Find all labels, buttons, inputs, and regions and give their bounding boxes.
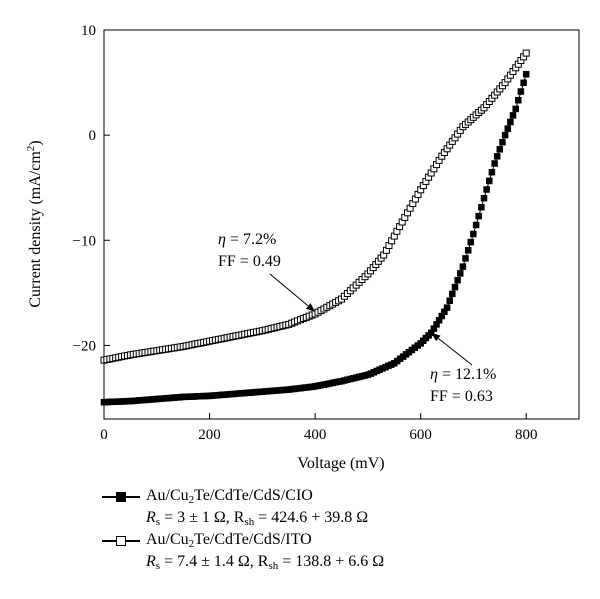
legend-entry-cio: Au/Cu2Te/CdTe/CdS/CIO [100, 486, 580, 508]
x-tick-label: 400 [304, 427, 327, 443]
data-point [464, 247, 472, 254]
data-point [520, 79, 527, 87]
legend-params-cio: Rs = 3 ± 1 Ω, Rsh = 424.6 + 39.8 Ω [146, 509, 369, 528]
data-point [472, 221, 480, 229]
data-point [457, 270, 464, 277]
x-axis-label: Voltage (mV) [297, 455, 384, 472]
data-point [507, 118, 514, 126]
data-point [486, 177, 493, 185]
data-point [467, 238, 475, 246]
data-point [454, 276, 461, 284]
data-point [493, 153, 501, 160]
annotation-cio-arrowhead [431, 332, 441, 342]
svg-text:η = 7.2%: η = 7.2% [218, 231, 276, 248]
legend-symbol-ito [100, 530, 142, 552]
legend-params-ito: Rs = 7.4 ± 1.4 Ω, Rsh = 138.8 + 6.6 Ω [146, 553, 385, 572]
data-point [475, 212, 482, 220]
x-tick-label: 600 [409, 427, 432, 443]
annotation-cio-arrow [437, 338, 473, 366]
data-point [483, 186, 490, 193]
legend: Au/Cu2Te/CdTe/CdS/CIO Rs = 3 ± 1 Ω, Rsh … [100, 486, 580, 574]
legend-label-ito: Au/Cu2Te/CdTe/CdS/ITO [146, 531, 312, 550]
svg-text:η = 12.1%: η = 12.1% [430, 366, 496, 383]
x-tick-label: 800 [515, 427, 538, 443]
data-point [480, 194, 488, 202]
y-tick-label: −20 [73, 338, 96, 354]
annotation-ito-fill-factor: FF = 0.49 [218, 253, 281, 270]
annotation-ito-arrowhead [306, 303, 316, 312]
data-point [446, 297, 453, 304]
data-point [509, 112, 517, 119]
data-point [504, 125, 512, 132]
legend-label-cio: Au/Cu2Te/CdTe/CdS/CIO [146, 487, 313, 506]
data-point [443, 304, 451, 311]
annotation-cio-eta-symbol: η [430, 366, 438, 383]
data-point [491, 160, 498, 167]
data-point [488, 168, 496, 176]
annotation-ito-eta-symbol: η [218, 231, 226, 248]
data-point [449, 290, 456, 298]
annotation-cio: η = 12.1% FF = 0.63 [430, 332, 496, 405]
data-point [515, 96, 522, 104]
y-axis-label: Current density (mA/cm2) [25, 140, 44, 307]
data-point [501, 131, 509, 139]
data-point [512, 105, 519, 113]
data-point [496, 146, 504, 153]
series-ito [100, 49, 530, 364]
data-point [517, 88, 525, 95]
data-point [522, 49, 530, 57]
data-point [451, 283, 459, 291]
legend-entry-ito: Au/Cu2Te/CdTe/CdS/ITO [100, 530, 580, 552]
data-point [470, 230, 477, 238]
annotation-ito-efficiency: = 7.2% [226, 231, 276, 248]
open-square-marker-icon [116, 536, 126, 546]
y-tick-label: −10 [73, 233, 96, 249]
data-point [499, 138, 506, 146]
x-tick-label: 0 [100, 427, 108, 443]
annotation-ito-arrow [269, 273, 309, 307]
annotation-ito: η = 7.2% FF = 0.49 [218, 231, 316, 312]
y-axis-ticks: −20 −10 0 10 [73, 23, 110, 354]
plot-frame [103, 29, 580, 420]
annotation-cio-efficiency: = 12.1% [438, 366, 496, 383]
y-tick-label: 0 [89, 128, 97, 144]
annotation-cio-fill-factor: FF = 0.63 [430, 388, 493, 405]
x-axis-ticks: 0 200 400 600 800 [100, 413, 537, 443]
data-point [462, 255, 469, 262]
data-point [478, 203, 485, 211]
jv-curve-chart: 0 200 400 600 800 −20 −10 0 10 η = 7.2% FF = 0.… [25, 23, 580, 472]
legend-symbol-cio [100, 486, 142, 508]
filled-square-marker-icon [116, 492, 126, 502]
x-tick-label: 200 [198, 427, 221, 443]
y-tick-label: 10 [81, 23, 96, 39]
data-point [522, 70, 530, 78]
series-cio [100, 70, 530, 406]
data-point [459, 263, 467, 270]
